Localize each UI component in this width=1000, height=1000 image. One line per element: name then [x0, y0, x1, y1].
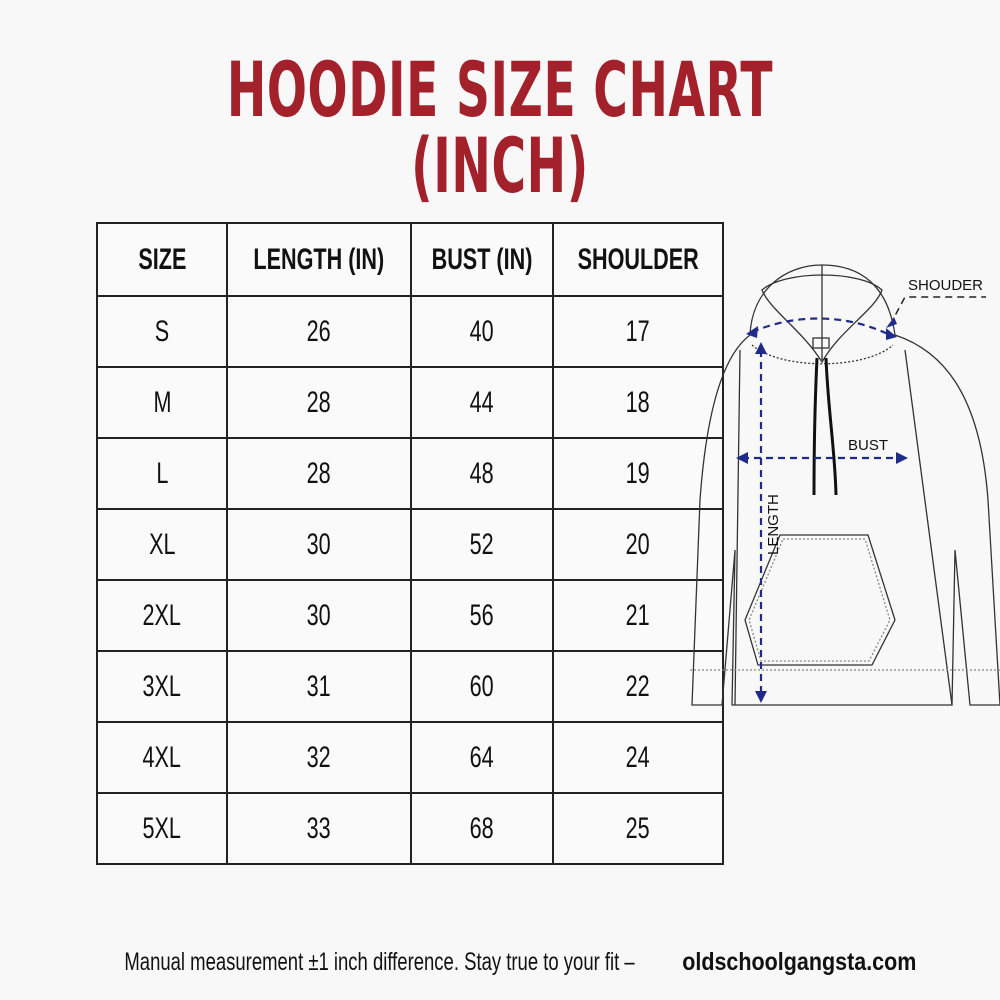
table-cell: 52: [409, 508, 554, 581]
table-cell: 40: [409, 295, 554, 368]
shoulder-label: SHOUDER: [908, 277, 983, 294]
page-title: HOODIE SIZE CHART (INCH): [226, 45, 774, 210]
table-cell: 31: [226, 650, 412, 723]
hoodie-outline: [691, 264, 1000, 706]
cell-value: 22: [625, 669, 650, 703]
table-cell: 22: [551, 650, 724, 723]
cell-value: 25: [625, 811, 650, 845]
size-table: SIZE LENGTH (IN) BUST (IN) SHOULDER S 26 40 17…: [96, 222, 724, 865]
table-cell: 32: [226, 721, 412, 794]
table-cell: 17: [551, 295, 724, 368]
cell-value: 28: [306, 385, 331, 419]
table-cell: 28: [226, 366, 412, 439]
cell-value: 21: [625, 598, 650, 632]
cell-value: XL: [148, 527, 176, 561]
shoulder-arrow-line: [751, 317, 893, 337]
cell-value: 40: [469, 314, 494, 348]
table-row: 5XL 33 68 25: [96, 792, 724, 865]
drawstring-left: [812, 357, 819, 496]
cell-value: 2XL: [142, 598, 182, 632]
table-cell: L: [96, 437, 228, 510]
table-cell: 20: [551, 508, 724, 581]
column-header: SIZE: [96, 222, 228, 297]
table-cell: 30: [226, 508, 412, 581]
table-header-row: SIZE LENGTH (IN) BUST (IN) SHOULDER: [96, 222, 724, 297]
cell-value: 30: [306, 527, 331, 561]
table-cell: 28: [226, 437, 412, 510]
table-cell: 26: [226, 295, 412, 368]
cell-value: 28: [306, 456, 331, 490]
table-cell: 48: [409, 437, 554, 510]
table-cell: 3XL: [96, 650, 228, 723]
cell-value: 26: [306, 314, 331, 348]
table-cell: 18: [551, 366, 724, 439]
table-cell: 60: [409, 650, 554, 723]
cell-value: 33: [306, 811, 331, 845]
column-header-label: SHOULDER: [577, 242, 699, 276]
cell-value: 3XL: [142, 669, 182, 703]
cell-value: 5XL: [142, 811, 182, 845]
cell-value: L: [155, 456, 169, 490]
table-cell: 2XL: [96, 579, 228, 652]
table-cell: S: [96, 295, 228, 368]
footer: Manual measurement ±1 inch difference. S…: [0, 948, 1000, 977]
table-row: M 28 44 18: [96, 366, 724, 439]
cell-value: 24: [625, 740, 650, 774]
table-cell: 21: [551, 579, 724, 652]
cell-value: 30: [306, 598, 331, 632]
cell-value: 56: [469, 598, 494, 632]
cell-value: 31: [306, 669, 331, 703]
column-header-label: BUST (IN): [431, 242, 533, 276]
table-row: 3XL 31 60 22: [96, 650, 724, 723]
table-row: L 28 48 19: [96, 437, 724, 510]
column-header-label: SIZE: [137, 242, 187, 276]
column-header: LENGTH (IN): [226, 222, 412, 297]
cell-value: S: [154, 314, 170, 348]
table-cell: M: [96, 366, 228, 439]
table-cell: 44: [409, 366, 554, 439]
table-cell: 25: [551, 792, 724, 865]
cell-value: 32: [306, 740, 331, 774]
cell-value: 4XL: [142, 740, 182, 774]
cell-value: M: [153, 385, 171, 419]
footer-note: Manual measurement ±1 inch difference. S…: [124, 948, 636, 976]
table-row: XL 30 52 20: [96, 508, 724, 581]
cell-value: 19: [625, 456, 650, 490]
cell-value: 52: [469, 527, 494, 561]
pocket: [744, 534, 896, 666]
table-cell: 30: [226, 579, 412, 652]
cell-value: 48: [469, 456, 494, 490]
table-row: S 26 40 17: [96, 295, 724, 368]
table-cell: 24: [551, 721, 724, 794]
cell-value: 68: [469, 811, 494, 845]
table-cell: 5XL: [96, 792, 228, 865]
cell-value: 60: [469, 669, 494, 703]
bust-label: BUST: [848, 437, 888, 454]
table-cell: 68: [409, 792, 554, 865]
column-header: SHOULDER: [551, 222, 724, 297]
cell-value: 17: [625, 314, 650, 348]
length-label: LENGTH: [765, 494, 782, 555]
footer-site: oldschoolgangsta.com: [682, 948, 917, 976]
table-cell: 56: [409, 579, 554, 652]
table-cell: 4XL: [96, 721, 228, 794]
cell-value: 18: [625, 385, 650, 419]
table-row: 2XL 30 56 21: [96, 579, 724, 652]
table-cell: XL: [96, 508, 228, 581]
cell-value: 20: [625, 527, 650, 561]
column-header: BUST (IN): [409, 222, 554, 297]
table-row: 4XL 32 64 24: [96, 721, 724, 794]
drawstring-right: [824, 357, 838, 496]
table-cell: 64: [409, 721, 554, 794]
table-cell: 33: [226, 792, 412, 865]
cell-value: 44: [469, 385, 494, 419]
column-header-label: LENGTH (IN): [253, 242, 385, 276]
table-cell: 19: [551, 437, 724, 510]
cell-value: 64: [469, 740, 494, 774]
hoodie-diagram: SHOUDER BUST LENGTH: [690, 264, 1000, 706]
